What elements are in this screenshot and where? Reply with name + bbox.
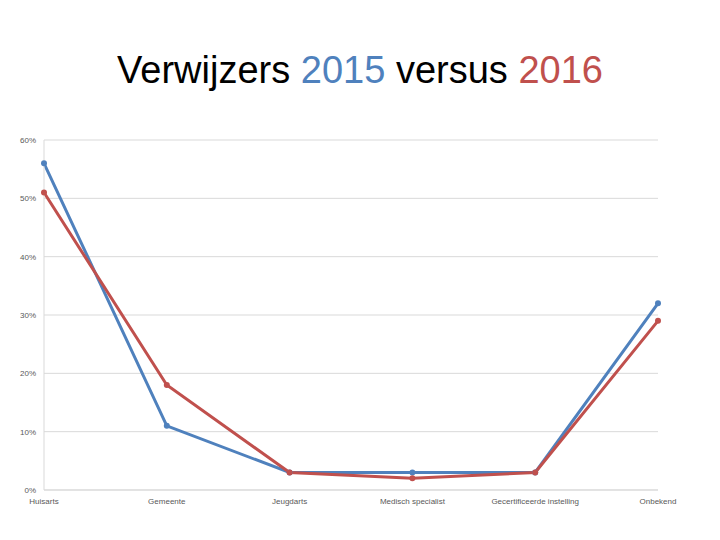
svg-text:Onbekend: Onbekend: [640, 497, 677, 506]
svg-text:50%: 50%: [20, 194, 36, 203]
svg-text:0%: 0%: [24, 486, 36, 495]
svg-text:Medisch specialist: Medisch specialist: [380, 497, 446, 506]
svg-text:Huisarts: Huisarts: [29, 497, 58, 506]
svg-text:60%: 60%: [20, 136, 36, 145]
html-text:Verwijzers 2015 versus 2016: Verwijzers 2015 versus 2016: [117, 49, 603, 91]
svg-text:Gemeente: Gemeente: [148, 497, 186, 506]
svg-text:40%: 40%: [20, 253, 36, 262]
svg-text:30%: 30%: [20, 311, 36, 320]
svg-text:20%: 20%: [20, 369, 36, 378]
svg-text:Jeugdarts: Jeugdarts: [272, 497, 307, 506]
svg-text:10%: 10%: [20, 428, 36, 437]
svg-text:Gecertificeerde instelling: Gecertificeerde instelling: [491, 497, 579, 506]
